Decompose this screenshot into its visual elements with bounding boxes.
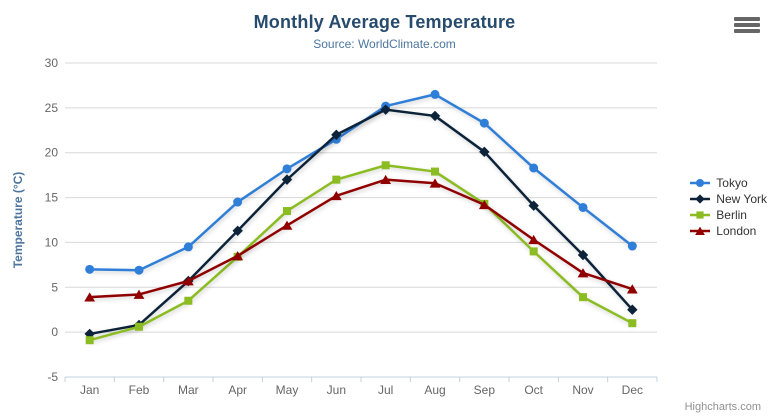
circle-legend-icon — [690, 178, 711, 188]
triangle-marker[interactable] — [380, 174, 392, 185]
diamond-marker[interactable] — [380, 104, 391, 115]
circle-marker[interactable] — [134, 265, 144, 275]
y-axis-tick-label: 15 — [45, 191, 59, 205]
x-axis-tick-label: Oct — [524, 383, 543, 397]
triangle-marker[interactable] — [695, 226, 706, 235]
x-axis-tick-label: Sep — [474, 383, 496, 397]
circle-marker[interactable] — [479, 118, 489, 128]
circle-marker[interactable] — [627, 241, 637, 251]
x-axis-tick-label: Jan — [80, 383, 99, 397]
square-marker[interactable] — [529, 247, 538, 256]
square-marker[interactable] — [85, 336, 94, 345]
legend-item-london[interactable]: London — [689, 224, 767, 238]
legend-item-tokyo[interactable]: Tokyo — [689, 176, 767, 190]
circle-marker[interactable] — [282, 164, 292, 174]
square-marker[interactable] — [628, 319, 637, 328]
x-axis-tick-label: Jun — [327, 383, 346, 397]
triangle-marker[interactable] — [429, 178, 441, 188]
series-tokyo[interactable] — [85, 89, 637, 275]
y-axis-tick-label: 10 — [45, 235, 59, 249]
series-line-berlin[interactable] — [88, 164, 634, 342]
diamond-marker[interactable] — [577, 249, 589, 261]
y-axis-tick-label: -5 — [47, 370, 58, 384]
triangle-marker[interactable] — [577, 268, 589, 278]
y-axis-title: Temperature (°C) — [11, 172, 25, 269]
chart-subtitle: Source: WorldClimate.com — [313, 37, 456, 51]
triangle-marker[interactable] — [84, 292, 96, 302]
chart-context-menu-button[interactable] — [734, 15, 760, 35]
diamond-marker[interactable] — [429, 110, 441, 122]
triangle-legend-icon — [690, 226, 711, 235]
square-marker[interactable] — [283, 207, 291, 216]
triangle-marker[interactable] — [133, 289, 145, 299]
x-axis-tick-label: May — [276, 383, 299, 397]
square-marker[interactable] — [184, 296, 193, 305]
x-axis-tick-label: Feb — [129, 383, 150, 397]
square-marker[interactable] — [135, 322, 143, 331]
x-axis-tick-label: Apr — [228, 383, 247, 397]
hamburger-menu-icon — [734, 23, 760, 27]
circle-marker[interactable] — [183, 242, 193, 252]
circle-marker[interactable] — [85, 264, 95, 274]
series-line-tokyo[interactable] — [88, 93, 634, 272]
circle-marker[interactable] — [696, 178, 705, 188]
legend-item-berlin[interactable]: Berlin — [689, 208, 767, 222]
series-new-york[interactable] — [84, 104, 638, 340]
circle-marker[interactable] — [529, 163, 539, 173]
y-axis-tick-label: 20 — [45, 146, 59, 160]
x-axis-tick-label: Aug — [424, 383, 445, 397]
square-marker[interactable] — [431, 167, 439, 176]
square-marker[interactable] — [381, 161, 390, 170]
diamond-marker[interactable] — [627, 304, 638, 315]
diamond-marker[interactable] — [695, 194, 705, 204]
highcharts-credit[interactable]: Highcharts.com — [684, 401, 761, 413]
square-marker[interactable] — [579, 293, 587, 302]
y-axis-tick-label: 0 — [51, 325, 58, 339]
y-axis-tick-label: 25 — [45, 101, 59, 115]
diamond-marker[interactable] — [331, 129, 342, 140]
legend-label: New York — [716, 192, 767, 206]
square-legend-icon — [690, 211, 711, 219]
series-london[interactable] — [84, 174, 638, 302]
x-axis-tick-label: Mar — [178, 383, 199, 397]
x-axis-tick-label: Jul — [378, 383, 393, 397]
x-axis-tick-label: Dec — [622, 383, 643, 397]
triangle-marker[interactable] — [182, 276, 194, 286]
triangle-marker[interactable] — [330, 190, 342, 201]
hamburger-menu-icon — [734, 17, 760, 21]
circle-marker[interactable] — [430, 89, 440, 99]
triangle-marker[interactable] — [528, 234, 540, 245]
diamond-marker[interactable] — [232, 225, 243, 236]
diamond-marker[interactable] — [479, 146, 490, 158]
triangle-marker[interactable] — [478, 199, 490, 210]
legend: Tokyo New York Berlin London — [689, 176, 767, 238]
legend-item-new-york[interactable]: New York — [689, 192, 767, 206]
series-line-new-york[interactable] — [88, 108, 634, 336]
diamond-marker[interactable] — [281, 174, 293, 185]
circle-marker[interactable] — [233, 197, 243, 207]
x-axis-tick-label: Nov — [572, 383, 593, 397]
y-axis-tick-label: 30 — [45, 56, 59, 70]
chart-title: Monthly Average Temperature — [253, 12, 516, 32]
y-axis-tick-label: 5 — [51, 280, 58, 294]
triangle-marker[interactable] — [626, 284, 638, 294]
legend-label: Berlin — [716, 208, 747, 222]
triangle-marker[interactable] — [281, 220, 293, 230]
series-line-london[interactable] — [88, 178, 634, 299]
square-marker[interactable] — [332, 175, 341, 184]
legend-label: London — [716, 224, 757, 238]
circle-marker[interactable] — [578, 202, 588, 212]
diamond-legend-icon — [690, 194, 711, 204]
legend-label: Tokyo — [716, 176, 748, 190]
diamond-marker[interactable] — [528, 200, 539, 211]
triangle-marker[interactable] — [232, 251, 244, 261]
square-marker[interactable] — [696, 211, 704, 219]
hamburger-menu-icon — [734, 29, 760, 33]
